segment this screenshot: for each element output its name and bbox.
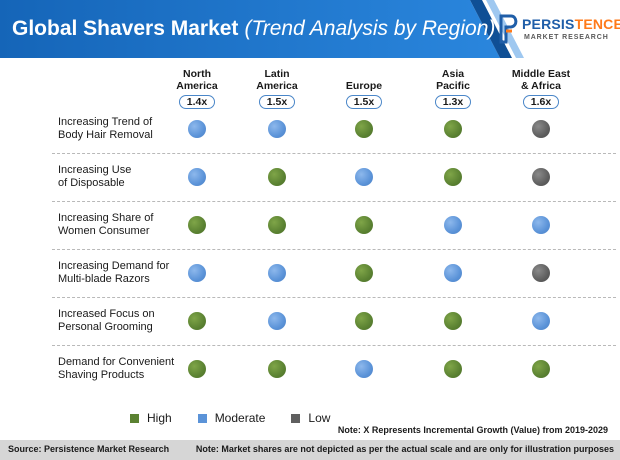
trend-label: Increased Focus on Personal Grooming xyxy=(58,308,155,333)
indicator-dot-moderate xyxy=(188,120,206,138)
indicator-dot-moderate xyxy=(532,216,550,234)
footer-bar: Source: Persistence Market Research Note… xyxy=(0,440,620,460)
indicator-dot-high xyxy=(268,216,286,234)
indicator-dot-moderate xyxy=(355,168,373,186)
indicator-dot-low xyxy=(532,264,550,282)
row-divider xyxy=(52,249,616,250)
indicator-dot-high xyxy=(355,120,373,138)
column-header: North America 1.4x xyxy=(147,64,247,109)
indicator-dot-high xyxy=(188,216,206,234)
legend-item-high: High xyxy=(130,411,172,425)
brand-logo: PERSISTENCE MARKET RESEARCH xyxy=(498,6,620,52)
indicator-dot-high xyxy=(444,360,462,378)
legend-swatch-high xyxy=(130,413,139,423)
indicator-dot-high xyxy=(355,312,373,330)
indicator-dot-moderate xyxy=(268,120,286,138)
column-header: Latin America 1.5x xyxy=(227,64,327,109)
growth-badge: 1.5x xyxy=(345,95,383,109)
indicator-dot-moderate xyxy=(268,264,286,282)
trend-row: Increasing Share of Women Consumer xyxy=(52,201,616,249)
indicator-dot-moderate xyxy=(444,264,462,282)
legend-item-moderate: Moderate xyxy=(197,411,266,425)
region-name: Asia Pacific xyxy=(436,68,470,92)
source-text: Source: Persistence Market Research xyxy=(8,444,170,454)
column-header: Asia Pacific 1.3x xyxy=(403,64,503,109)
page-title: Global Shavers Market (Trend Analysis by … xyxy=(12,12,495,46)
indicator-dot-high xyxy=(188,360,206,378)
header-banner: Global Shavers Market (Trend Analysis by … xyxy=(0,0,620,58)
growth-note: Note: X Represents Incremental Growth (V… xyxy=(337,425,608,435)
trend-label: Increasing Use of Disposable xyxy=(58,164,132,189)
disclaimer-text: Note: Market shares are not depicted as … xyxy=(195,444,614,454)
growth-badge: 1.5x xyxy=(258,95,296,109)
indicator-dot-moderate xyxy=(355,360,373,378)
region-name: Europe xyxy=(345,80,383,92)
trend-row: Demand for Convenient Shaving Products xyxy=(52,345,616,393)
indicator-dot-high xyxy=(268,360,286,378)
region-name: Latin America xyxy=(256,68,298,92)
row-divider xyxy=(52,297,616,298)
trend-row: Increasing Use of Disposable xyxy=(52,153,616,201)
growth-badge: 1.3x xyxy=(434,95,472,109)
logo-tagline: MARKET RESEARCH xyxy=(524,34,609,41)
row-divider xyxy=(52,153,616,154)
indicator-dot-high xyxy=(444,168,462,186)
legend-item-low: Low xyxy=(291,411,330,425)
region-name: North America xyxy=(176,68,218,92)
indicator-dot-high xyxy=(444,312,462,330)
indicator-dot-moderate xyxy=(532,312,550,330)
trend-row: Increasing Demand for Multi-blade Razors xyxy=(52,249,616,297)
indicator-dot-high xyxy=(355,216,373,234)
trend-label: Increasing Demand for Multi-blade Razors xyxy=(58,260,170,285)
title-subtitle: (Trend Analysis by Region) xyxy=(244,17,496,40)
region-name: Middle East & Africa xyxy=(511,68,571,92)
trend-row: Increasing Trend of Body Hair Removal xyxy=(52,105,616,153)
trend-row: Increased Focus on Personal Grooming xyxy=(52,297,616,345)
row-divider xyxy=(52,345,616,346)
trend-label: Increasing Share of Women Consumer xyxy=(58,212,154,237)
trend-label: Increasing Trend of Body Hair Removal xyxy=(58,116,153,141)
indicator-dot-high xyxy=(532,360,550,378)
indicator-dot-moderate xyxy=(188,264,206,282)
indicator-dot-high xyxy=(444,120,462,138)
column-header: Europe 1.5x xyxy=(314,64,414,109)
indicator-dot-low xyxy=(532,120,550,138)
growth-badge: 1.4x xyxy=(178,95,216,109)
legend-label-low: Low xyxy=(308,411,331,425)
persistence-logo-icon xyxy=(499,14,518,44)
legend-swatch-moderate xyxy=(197,413,207,423)
trend-label: Demand for Convenient Shaving Products xyxy=(58,356,175,381)
title-main: Global Shavers Market xyxy=(12,17,239,40)
indicator-dot-high xyxy=(355,264,373,282)
logo-wordmark: PERSISTENCE xyxy=(522,16,620,32)
indicator-dot-high xyxy=(268,168,286,186)
row-divider xyxy=(52,201,616,202)
legend-label-moderate: Moderate xyxy=(214,411,266,425)
growth-badge: 1.6x xyxy=(522,95,560,109)
column-header: Middle East & Africa 1.6x xyxy=(491,64,591,109)
indicator-dot-moderate xyxy=(444,216,462,234)
indicator-dot-moderate xyxy=(268,312,286,330)
indicator-dot-high xyxy=(188,312,206,330)
indicator-dot-moderate xyxy=(188,168,206,186)
indicator-dot-low xyxy=(532,168,550,186)
legend-label-high: High xyxy=(147,411,172,425)
legend: High Moderate Low xyxy=(130,411,356,425)
legend-swatch-low xyxy=(291,413,301,423)
